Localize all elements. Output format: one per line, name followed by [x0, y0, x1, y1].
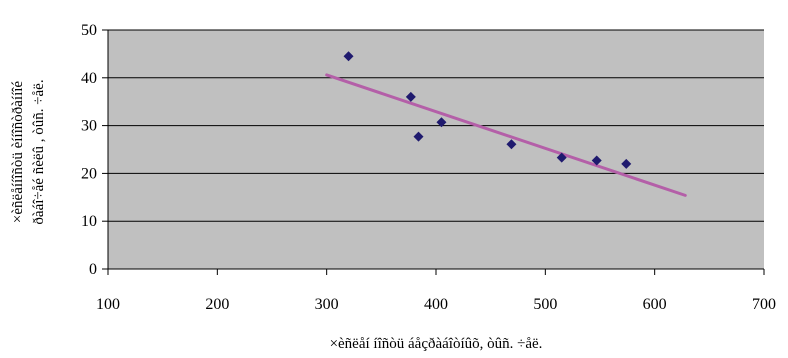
y-tick-label: 50: [81, 22, 97, 39]
plot-area: [108, 30, 764, 269]
data-point: [343, 51, 354, 62]
y-axis-title-line1: ×èñëåííîñòü èííîñòðàííîé: [10, 81, 26, 224]
x-tick-label: 500: [533, 296, 557, 313]
x-tick-label: 400: [424, 296, 448, 313]
x-tick-label: 100: [96, 296, 120, 313]
y-tick-label: 40: [81, 70, 97, 87]
axis-ticks: [102, 29, 765, 275]
x-tick-label: 600: [643, 296, 667, 313]
y-tick-label: 30: [81, 118, 97, 135]
y-tick-label: 0: [89, 261, 97, 278]
tick-labels: 0 10 20 30 40 50 100 200 300 400 500 600 700: [81, 22, 776, 313]
x-tick-label: 200: [205, 296, 229, 313]
trendline: [325, 73, 687, 197]
data-point: [556, 152, 567, 163]
gridlines: [108, 29, 764, 222]
y-axis-title-line2: ðàáî÷åé ñèëû , òûñ. ÷åë.: [31, 79, 47, 224]
x-tick-label: 700: [752, 296, 776, 313]
data-point: [436, 117, 447, 128]
x-axis-title: ×èñëåí íîñòü áåçðàáîòíûõ, òûñ. ÷åë.: [330, 336, 543, 352]
y-tick-label: 20: [81, 165, 97, 182]
data-point: [621, 158, 632, 169]
data-point: [405, 91, 416, 102]
data-point: [413, 131, 424, 142]
data-point: [506, 139, 517, 150]
y-tick-label: 10: [81, 213, 97, 230]
data-point: [591, 155, 602, 166]
x-tick-label: 300: [315, 296, 339, 313]
series-layer: [325, 51, 687, 197]
